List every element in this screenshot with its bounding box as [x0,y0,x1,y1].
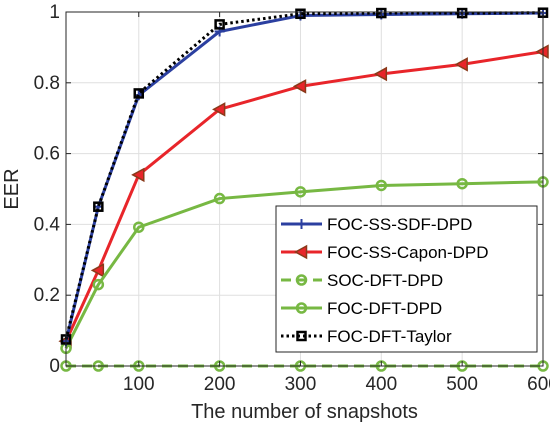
data-point-foc-dft-dpd [375,179,388,192]
data-point-foc-dft-taylor [376,7,387,19]
legend-box [275,205,538,353]
data-point-foc-dft-dpd [294,186,307,198]
data-point-foc-ss-capon-dpd [454,57,468,72]
data-point-foc-dft-dpd [213,192,226,205]
y-tick-label: 0.6 [34,144,60,165]
y-tick-label: 0.4 [34,214,61,235]
data-point-foc-dft-dpd [92,278,105,291]
data-point-foc-ss-capon-dpd [212,102,226,117]
data-point-foc-ss-capon-dpd [292,79,307,94]
series-line-foc-ss-capon-dpd [64,50,544,342]
data-point-foc-ss-capon-dpd [131,167,145,183]
y-tick-label: 0.2 [34,285,60,306]
y-tick-label: 1 [49,2,60,23]
y-tick-label: 0 [49,356,60,377]
ticks: 100 200 300 400 500 600 0 0.2 0.4 0.6 0.8 1 [34,2,550,395]
x-tick-label: 300 [285,374,317,395]
legend-label-foc-ss-capon-dpd: FOC-SS-Capon-DPD [327,243,489,262]
x-axis-label: The number of snapshots [191,401,418,423]
y-tick-label: 0.8 [34,73,60,94]
series-line-foc-dft-taylor [64,11,544,340]
data-point-foc-dft-taylor [214,19,225,30]
legend-label-foc-ss-sdf-dpd: FOC-SS-SDF-DPD [327,215,472,234]
data-point-foc-ss-capon-dpd [90,263,105,278]
legend-marker-foc-ss-capon-dpd [293,244,308,260]
legend-marker-soc-dft-dpd [295,274,308,286]
data-point-foc-dft-taylor [295,8,306,20]
x-tick-label: 500 [446,374,478,395]
x-tick-label: 100 [123,374,155,395]
data-point-foc-dft-taylor [133,88,145,99]
data-point-foc-dft-dpd [456,177,468,190]
data-point-foc-dft-taylor [456,7,468,19]
legend: FOC-SS-SDF-DPD FOC-SS-Capon-DPD SOC-DFT-DP… [275,205,538,353]
data-point-foc-dft-taylor [93,201,104,212]
x-tick-label: 600 [527,374,550,395]
x-tick-label: 200 [204,374,236,395]
data-point-foc-ss-capon-dpd [373,66,388,82]
data-point-foc-dft-dpd [133,221,145,233]
legend-marker-foc-dft-dpd [295,302,308,314]
y-axis-label: EER [1,168,23,209]
x-tick-label: 400 [365,374,397,395]
plot-frame [65,11,544,367]
legend-marker-foc-ss-sdf-dpd [296,219,307,229]
legend-label-foc-dft-dpd: FOC-DFT-DPD [327,299,442,318]
legend-marker-foc-dft-taylor [296,330,307,342]
legend-label-soc-dft-dpd: SOC-DFT-DPD [327,271,443,290]
series-line-foc-dft-dpd [64,180,544,349]
legend-label-foc-dft-taylor: FOC-DFT-Taylor [327,327,452,346]
